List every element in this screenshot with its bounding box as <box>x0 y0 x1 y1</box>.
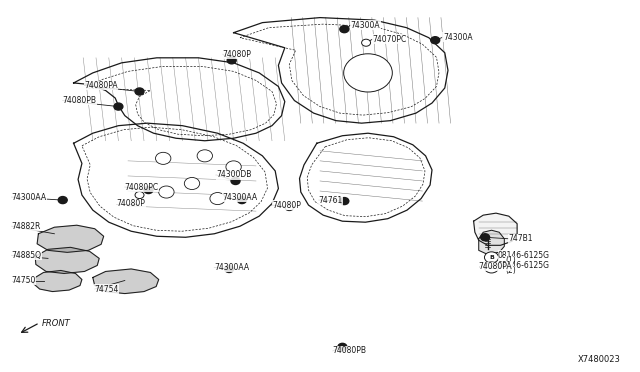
Text: 74080P: 74080P <box>223 50 252 59</box>
Circle shape <box>210 193 225 205</box>
Circle shape <box>227 57 236 64</box>
Polygon shape <box>479 230 504 254</box>
Text: 74750: 74750 <box>12 276 36 285</box>
Text: 74080PB: 74080PB <box>333 346 367 355</box>
Text: 74080P: 74080P <box>272 201 301 209</box>
Circle shape <box>362 39 371 46</box>
Polygon shape <box>93 269 159 294</box>
Circle shape <box>226 161 241 173</box>
Circle shape <box>197 150 212 162</box>
Circle shape <box>285 203 294 211</box>
Circle shape <box>484 252 499 263</box>
Text: 74300AA: 74300AA <box>214 263 250 272</box>
Text: B: B <box>489 265 494 270</box>
Circle shape <box>58 196 67 203</box>
Text: B: B <box>489 255 494 260</box>
Circle shape <box>481 234 490 241</box>
Text: 74080PC: 74080PC <box>125 183 159 192</box>
Circle shape <box>225 266 234 272</box>
Text: 74080PA: 74080PA <box>479 262 513 271</box>
Text: 74300A: 74300A <box>351 20 380 30</box>
Text: 74300AA: 74300AA <box>12 193 47 202</box>
Circle shape <box>340 198 349 205</box>
Text: 747B1: 747B1 <box>509 234 533 243</box>
Text: 74761: 74761 <box>319 196 343 205</box>
Circle shape <box>156 152 171 164</box>
Polygon shape <box>474 213 517 245</box>
Text: X7480023: X7480023 <box>578 356 621 365</box>
Polygon shape <box>33 270 82 292</box>
Circle shape <box>338 343 347 350</box>
Circle shape <box>237 196 246 203</box>
Circle shape <box>184 177 200 189</box>
Text: 08146-6125G: 08146-6125G <box>498 251 550 260</box>
Circle shape <box>159 186 174 198</box>
Text: 74754: 74754 <box>95 285 119 294</box>
Text: 74300DB: 74300DB <box>216 170 252 179</box>
Text: 08146-6125G: 08146-6125G <box>498 261 550 270</box>
Text: FRONT: FRONT <box>42 319 70 328</box>
Circle shape <box>231 177 240 185</box>
Circle shape <box>344 54 392 92</box>
Text: (2): (2) <box>506 266 516 275</box>
Circle shape <box>144 186 153 193</box>
Text: 74080PB: 74080PB <box>63 96 97 105</box>
Circle shape <box>135 88 144 95</box>
Circle shape <box>431 37 440 44</box>
Circle shape <box>340 26 349 33</box>
Polygon shape <box>37 225 104 252</box>
Text: 74882R: 74882R <box>12 222 41 231</box>
Text: 74080P: 74080P <box>116 199 145 208</box>
Text: 74300A: 74300A <box>443 33 472 42</box>
Text: 74300AA: 74300AA <box>223 193 258 202</box>
Text: 74885Q: 74885Q <box>12 251 42 260</box>
Text: 74070PC: 74070PC <box>372 35 407 44</box>
Circle shape <box>135 192 144 199</box>
Text: (1): (1) <box>506 256 516 265</box>
Circle shape <box>484 262 499 273</box>
Polygon shape <box>35 247 99 273</box>
Text: 74080PA: 74080PA <box>84 81 118 90</box>
Circle shape <box>114 103 123 110</box>
